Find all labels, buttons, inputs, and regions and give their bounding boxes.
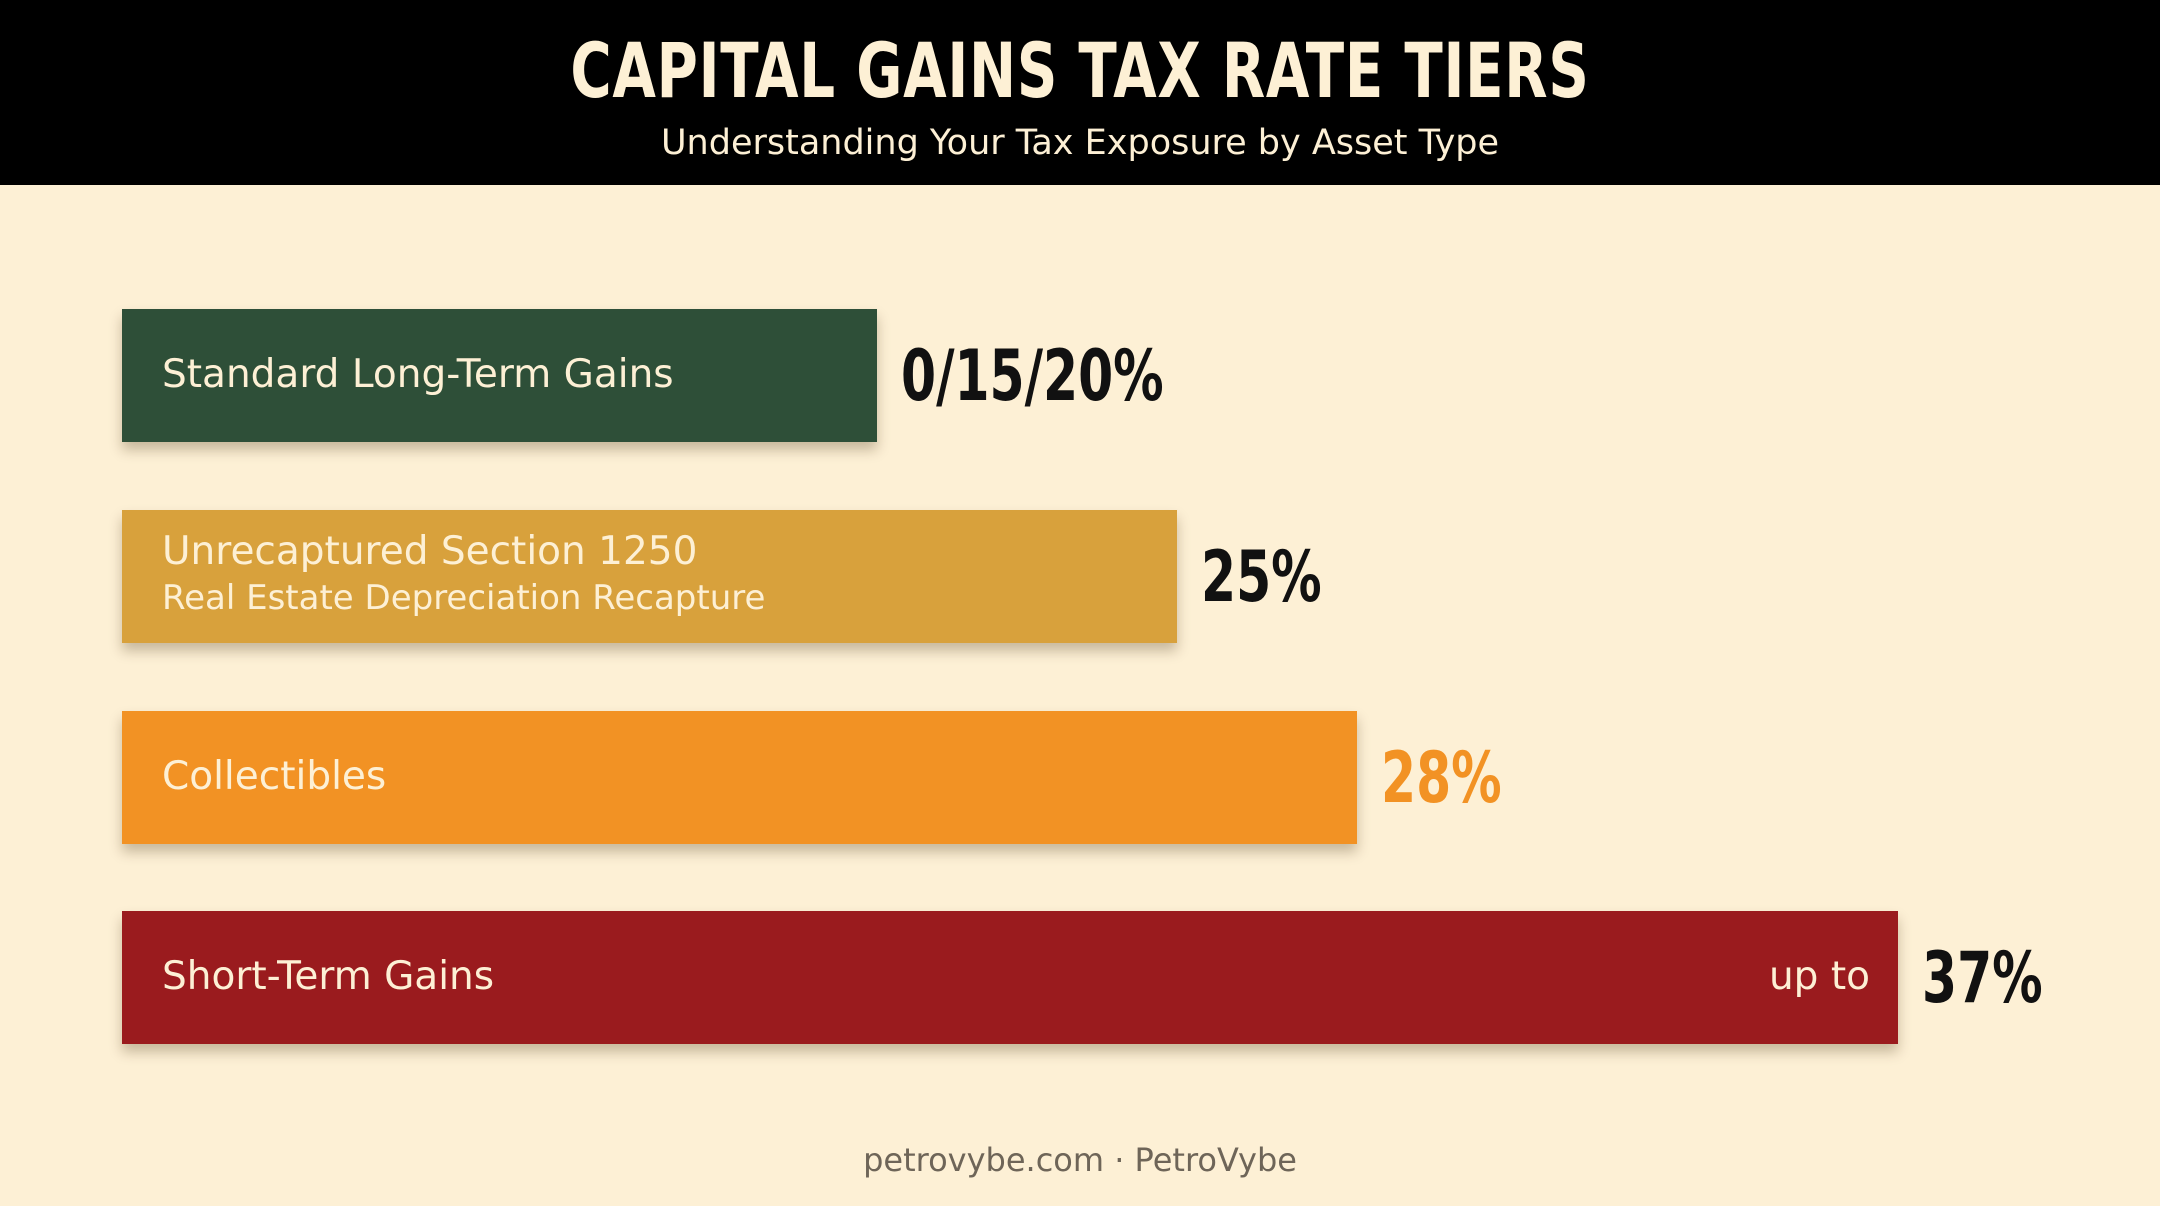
- value-label-3: 37%: [1922, 937, 2043, 1019]
- bar-label-1: Unrecaptured Section 1250: [162, 529, 698, 574]
- bar-3: Short-Term Gains up to: [122, 911, 1898, 1044]
- value-label-2: 28%: [1381, 737, 1502, 819]
- value-label-1: 25%: [1201, 536, 1322, 618]
- value-label-0: 0/15/20%: [901, 335, 1164, 417]
- bar-label-2: Collectibles: [162, 754, 387, 799]
- bar-label-3: Short-Term Gains: [162, 954, 495, 999]
- bar-label-0: Standard Long-Term Gains: [162, 352, 674, 397]
- bar-prefix-3: up to: [1768, 954, 1870, 999]
- bar-sublabel-1: Real Estate Depreciation Recapture: [162, 578, 766, 618]
- header-banner: CAPITAL GAINS TAX RATE TIERS Understandi…: [0, 0, 2160, 185]
- chart-subtitle: Understanding Your Tax Exposure by Asset…: [660, 123, 1500, 163]
- footer-credit: petrovybe.com · PetroVybe: [863, 1141, 1297, 1179]
- chart-title: CAPITAL GAINS TAX RATE TIERS: [570, 26, 1590, 115]
- bar-1: Unrecaptured Section 1250 Real Estate Dep…: [122, 510, 1177, 643]
- bar-0: Standard Long-Term Gains: [122, 309, 877, 442]
- bar-2: Collectibles: [122, 711, 1357, 844]
